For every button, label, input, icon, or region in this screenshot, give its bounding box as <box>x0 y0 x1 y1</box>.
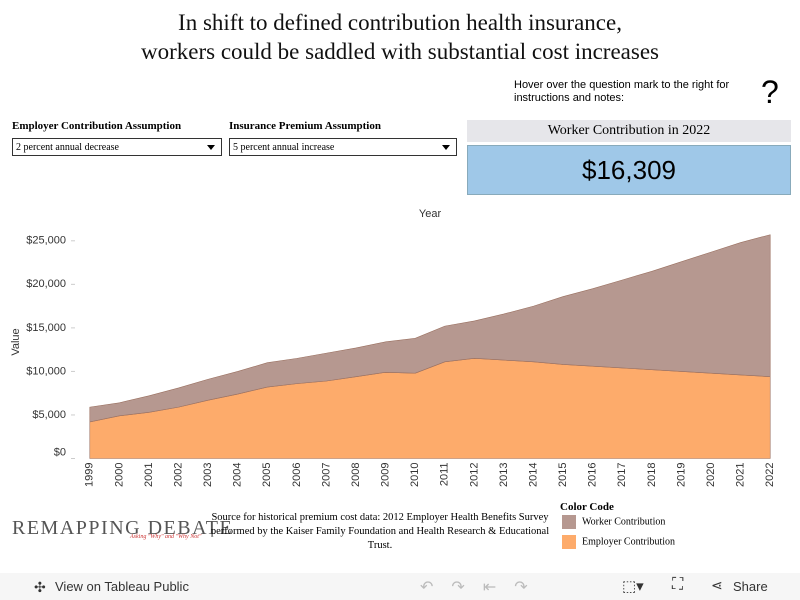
x-tick-label: 2021 <box>735 463 747 487</box>
x-tick-label: 2020 <box>705 463 717 487</box>
toolbar: ✣ View on Tableau Public ↶↷⇤↷ ⬚▾ ⛶ ⋖ Sha… <box>0 573 800 600</box>
title-line: workers could be saddled with substantia… <box>140 39 659 64</box>
x-tick-label: 2003 <box>202 463 214 487</box>
help-icon[interactable]: ? <box>761 74 779 110</box>
area <box>89 234 771 423</box>
x-tick-label: 2019 <box>675 463 687 487</box>
x-tick-label: 2015 <box>557 463 569 487</box>
x-tick-label: 2008 <box>350 463 362 487</box>
y-tick-label: $25,000 <box>26 235 66 247</box>
share-button[interactable]: Share <box>733 579 768 594</box>
x-tick-label: 2001 <box>143 463 155 487</box>
y-tick-label: $5,000 <box>32 409 66 421</box>
filter-label: Employer Contribution Assumption <box>12 120 182 132</box>
x-tick-label: 2004 <box>232 463 244 487</box>
x-tick-label: 2011 <box>439 463 451 487</box>
share-icon: ⋖ <box>711 577 723 593</box>
y-tick-label: $10,000 <box>26 365 66 377</box>
legend-title: Color Code <box>560 501 614 513</box>
y-tick-label: $15,000 <box>26 322 66 334</box>
source-note: Source for historical premium cost data:… <box>210 512 550 551</box>
x-tick-label: 2005 <box>261 463 273 487</box>
x-tick-label: 2018 <box>646 463 658 487</box>
legend-swatch <box>562 515 576 529</box>
kpi-value: $16,309 <box>467 145 791 195</box>
fullscreen-button[interactable]: ⛶ <box>672 576 684 593</box>
hint: Hover over the question mark to the righ… <box>514 79 730 104</box>
x-tick-label: 1999 <box>84 463 96 487</box>
x-axis-title: Year <box>419 208 442 220</box>
x-tick-label: 2022 <box>764 463 776 487</box>
logo: REMAPPING DEBATE <box>12 517 234 539</box>
kpi-label: Worker Contribution in 2022 <box>467 120 791 142</box>
x-tick-label: 2013 <box>498 463 510 487</box>
x-tick-label: 2002 <box>172 463 184 487</box>
legend-label: Worker Contribution <box>582 516 666 528</box>
view-link[interactable]: View on Tableau Public <box>55 579 189 594</box>
x-tick-label: 2017 <box>616 463 628 487</box>
download-button[interactable]: ⬚▾ <box>622 578 644 595</box>
x-tick-label: 2014 <box>527 463 539 487</box>
logo-tagline: Asking "Why" and "Why Not" <box>130 534 202 540</box>
legend-item: Employer Contribution <box>562 535 675 549</box>
legend-label: Employer Contribution <box>582 536 676 548</box>
filter-select[interactable]: 5 percent annual increase <box>229 138 457 156</box>
x-tick-label: 2010 <box>409 463 421 487</box>
filter-label: Insurance Premium Assumption <box>229 120 381 132</box>
title-line: In shift to defined contribution health … <box>178 10 622 35</box>
area <box>89 358 771 459</box>
x-tick-label: 2007 <box>320 463 332 487</box>
chart: Year Value $0 $5,000 $10,000 $15,000 $20,000 $2… <box>10 208 776 487</box>
y-axis-title: Value <box>10 328 22 355</box>
x-tick-label: 2000 <box>113 463 125 487</box>
x-tick-label: 2012 <box>468 463 480 487</box>
x-tick-label: 2016 <box>587 463 599 487</box>
legend-swatch <box>562 535 576 549</box>
y-tick-label: $20,000 <box>26 278 66 290</box>
x-tick-label: 2009 <box>380 463 392 487</box>
history-buttons[interactable]: ↶↷⇤↷ <box>420 579 546 596</box>
y-tick-label: $0 <box>54 446 66 458</box>
x-tick-label: 2006 <box>291 463 303 487</box>
tableau-icon: ✣ <box>34 579 46 595</box>
filter-select[interactable]: 2 percent annual decrease <box>12 138 222 156</box>
legend-item: Worker Contribution <box>562 515 665 529</box>
